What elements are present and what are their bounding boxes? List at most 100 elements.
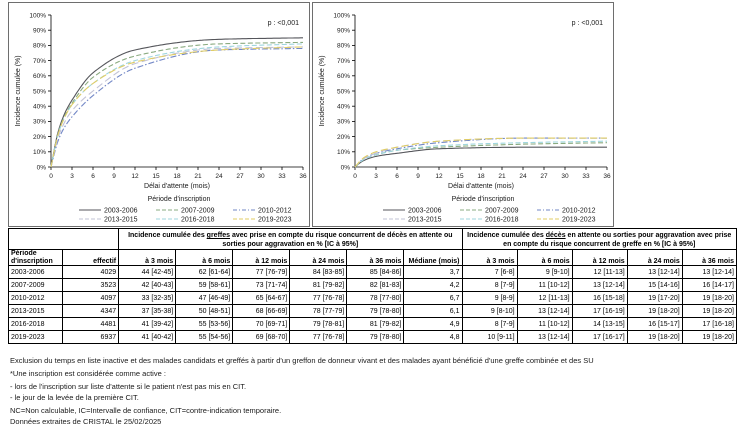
legend-item-2013-2015: 2013-2015 (79, 216, 138, 223)
y-tick-label: 0% (37, 164, 47, 171)
col-header-g2-6mois: à 6 mois (516, 248, 573, 267)
table-cell: 47 [46-49] (175, 291, 234, 306)
table-cell: 79 [78-81] (289, 317, 348, 332)
table-cell: 77 [76-79] (232, 265, 291, 280)
x-tick-label: 27 (540, 173, 548, 180)
table-cell: 37 [35-38] (118, 304, 177, 319)
table-row: 2016-2018 4481 41 [39-42] 55 [53-56] 70 [69-… (7, 317, 738, 332)
y-axis-title: Incidence cumulée (%) (319, 55, 326, 126)
group1-underlined-word: greffes (206, 232, 231, 240)
legend-label: 2016-2018 (181, 216, 215, 223)
legend-title: Période d'inscription (452, 196, 515, 203)
y-tick-label: 40% (33, 104, 46, 111)
table-cell: 81 [79-82] (289, 278, 348, 293)
x-tick-label: 33 (582, 173, 590, 180)
table-cell: 6,1 (403, 304, 463, 319)
p-value-label: p : <0,001 (268, 20, 299, 27)
table-cell: 2013-2015 (7, 304, 64, 319)
y-tick-label: 90% (33, 28, 46, 35)
y-tick-label: 80% (33, 43, 46, 50)
x-tick-label: 30 (257, 173, 265, 180)
table-cell: 42 [40-43] (118, 278, 177, 293)
footnote-line: Données extraites de CRISTAL le 25/02/20… (10, 417, 162, 426)
table-cell: 2010-2012 (7, 291, 64, 306)
table-cell: 17 [16-19] (571, 304, 628, 319)
y-tick-label: 30% (33, 119, 46, 126)
table-cell: 2003-2006 (7, 265, 64, 280)
x-tick-label: 24 (519, 173, 527, 180)
table-cell: 77 [76-78] (289, 291, 348, 306)
col-header-g1-24mois: à 24 mois (289, 248, 348, 267)
legend-item-2010-2012: 2010-2012 (233, 207, 292, 214)
table-cell: 17 [16-17] (571, 330, 628, 345)
legend-item-2019-2023: 2019-2023 (233, 216, 292, 223)
table-cell: 4481 (62, 317, 120, 332)
footnote-line: NC=Non calculable, IC=Intervalle de conf… (10, 406, 282, 415)
table-cell: 17 [16-18] (681, 317, 738, 332)
table-cell: 70 [69-71] (232, 317, 291, 332)
legend-item-2013-2015: 2013-2015 (383, 216, 442, 223)
group1-text: Incidence cumulée des (128, 232, 207, 240)
x-tick-label: 9 (416, 173, 420, 180)
table-row: 2007-2009 3523 42 [40-43] 59 [58-61] 73 [71-… (7, 278, 738, 293)
series-line-2007-2009 (50, 41, 303, 168)
table-cell: 4347 (62, 304, 120, 319)
table-cell: 12 [11-13] (516, 291, 573, 306)
x-tick-label: 9 (112, 173, 116, 180)
legend-item-2007-2009: 2007-2009 (460, 207, 519, 214)
y-tick-label: 50% (337, 88, 350, 95)
x-tick-label: 6 (395, 173, 399, 180)
table-cell: 4,9 (403, 317, 463, 332)
y-tick-label: 70% (33, 58, 46, 65)
table-cell: 78 [77-79] (289, 304, 348, 319)
table-cell: 3523 (62, 278, 120, 293)
series-line-2003-2006 (354, 146, 607, 168)
y-tick-label: 80% (337, 43, 350, 50)
table-cell: 8 [7-9] (461, 317, 518, 332)
table-cell: 13 [12-14] (681, 265, 738, 280)
series-line-2013-2015 (50, 46, 304, 168)
col-header-g1-6mois: à 6 mois (175, 248, 234, 267)
legend-item-2010-2012: 2010-2012 (537, 207, 596, 214)
x-tick-label: 21 (498, 173, 506, 180)
legend-label: 2007-2009 (485, 207, 519, 214)
x-axis-title: Délai d'attente (mois) (448, 183, 514, 190)
table-cell: 8 [7-9] (461, 278, 518, 293)
table-row: 2019-2023 6937 41 [40-42] 55 [54-56] 69 [68-… (7, 330, 738, 345)
table-cell: 6937 (62, 330, 120, 345)
y-tick-label: 30% (337, 119, 350, 126)
table-cell: 11 [10-12] (516, 278, 573, 293)
table-cell: 82 [81-83] (346, 278, 405, 293)
table-cell: 19 [17-20] (626, 291, 683, 306)
footnote-line: Exclusion du temps en liste inactive et … (10, 356, 594, 365)
table-cell: 81 [79-82] (346, 317, 405, 332)
series-line-2019-2023 (354, 137, 607, 168)
table-cell: 19 [18-20] (626, 330, 683, 345)
table-cell: 79 [78-80] (346, 330, 405, 345)
legend-item-2016-2018: 2016-2018 (156, 216, 215, 223)
legend-item-2003-2006: 2003-2006 (383, 207, 442, 214)
table-cell: 59 [58-61] (175, 278, 234, 293)
table-cell: 16 [14-17] (681, 278, 738, 293)
group1-text-end: avec prise en compte du risque concurren… (222, 232, 453, 248)
table-cell: 44 [42-45] (118, 265, 177, 280)
table-cell: 12 [11-13] (571, 265, 628, 280)
y-tick-label: 20% (33, 134, 46, 141)
x-tick-label: 18 (173, 173, 181, 180)
table-cell: 13 [12-14] (571, 278, 628, 293)
table-cell: 4029 (62, 265, 120, 280)
table-cell: 16 [15-17] (626, 317, 683, 332)
table-cell: 79 [78-80] (346, 304, 405, 319)
deces-incidence-chart: 0%10%20%30%40%50%60%70%80%90%100%0 3 6 9 12 1… (319, 12, 611, 223)
p-value-label: p : <0,001 (572, 20, 603, 27)
x-tick-label: 0 (353, 173, 357, 180)
table-cell: 19 [18-20] (626, 304, 683, 319)
table-cell: 68 [66-69] (232, 304, 291, 319)
x-tick-label: 3 (70, 173, 74, 180)
x-tick-label: 30 (561, 173, 569, 180)
table-cell: 10 [9-11] (461, 330, 518, 345)
table-cell: 84 [83-85] (289, 265, 348, 280)
x-tick-label: 21 (194, 173, 202, 180)
footnote-line: *Une inscription est considérée comme ac… (10, 369, 166, 378)
x-tick-label: 0 (49, 173, 53, 180)
